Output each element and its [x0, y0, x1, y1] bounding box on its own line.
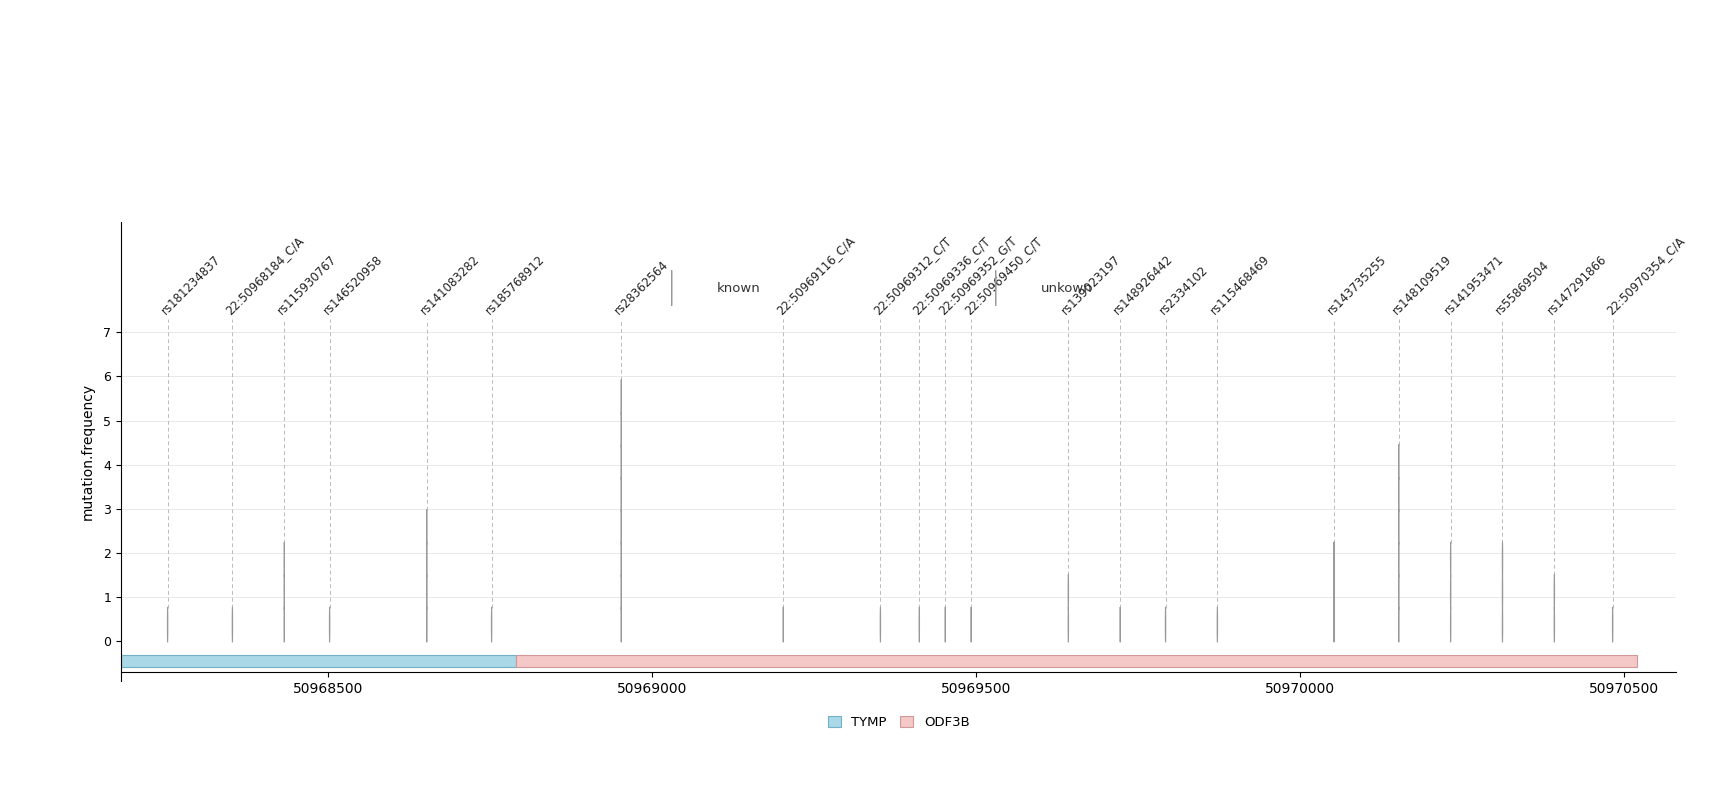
Text: unkown: unkown: [1042, 281, 1092, 295]
Y-axis label: mutation.frequency: mutation.frequency: [81, 383, 95, 520]
Text: rs181234837: rs181234837: [159, 253, 223, 317]
Bar: [517, 655, 1638, 668]
Text: 22:50969312_C/T: 22:50969312_C/T: [871, 234, 954, 317]
Legend: TYMP, ODF3B: TYMP, ODF3B: [823, 710, 975, 734]
Text: rs115930767: rs115930767: [275, 252, 340, 317]
Text: rs147291866: rs147291866: [1545, 252, 1610, 317]
Text: rs141953471: rs141953471: [1441, 252, 1507, 317]
Text: rs55869504: rs55869504: [1493, 257, 1552, 317]
Text: 22:50970354_C/A: 22:50970354_C/A: [1604, 234, 1687, 317]
Text: known: known: [717, 281, 760, 295]
Text: rs148926442: rs148926442: [1111, 252, 1175, 317]
Text: 22:50969450_C/T: 22:50969450_C/T: [962, 234, 1045, 317]
Text: rs146520958: rs146520958: [320, 253, 385, 317]
Text: rs148109519: rs148109519: [1389, 252, 1455, 317]
Text: rs141083282: rs141083282: [418, 253, 482, 317]
Text: rs115468469: rs115468469: [1208, 252, 1274, 317]
Text: 22:50969336_C/T: 22:50969336_C/T: [911, 234, 994, 317]
Text: rs185768912: rs185768912: [482, 252, 548, 317]
Text: 22:50969352_G/T: 22:50969352_G/T: [937, 234, 1020, 317]
Text: rs2334102: rs2334102: [1156, 263, 1210, 317]
Text: 22:50968184_C/A: 22:50968184_C/A: [223, 234, 306, 317]
Text: rs139023197: rs139023197: [1059, 252, 1123, 317]
Bar: [121, 655, 517, 668]
Text: rs143735255: rs143735255: [1325, 253, 1389, 317]
Text: 22:50969116_C/A: 22:50969116_C/A: [774, 234, 857, 317]
Text: rs28362564: rs28362564: [612, 257, 670, 317]
